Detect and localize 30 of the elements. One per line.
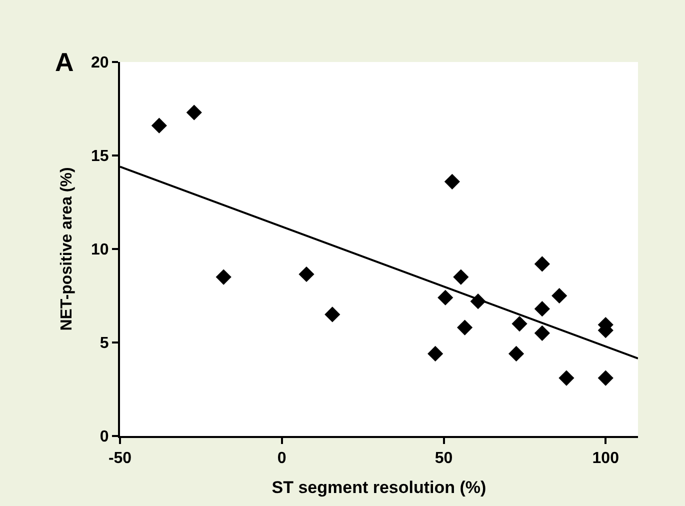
point: [598, 370, 614, 386]
point: [534, 301, 550, 317]
y-tick-label: 0: [100, 428, 109, 446]
y-tick-label: 5: [100, 335, 109, 352]
y-tick-label: 15: [91, 148, 109, 166]
text: A: [55, 47, 74, 77]
point: [456, 320, 473, 336]
x-axis-title: ST segment resolution (%): [272, 478, 486, 498]
x-tick-label: 0: [277, 450, 286, 468]
y-tick-label: 10: [91, 242, 109, 259]
point: [552, 288, 568, 304]
point: [512, 316, 528, 332]
point: [534, 325, 550, 341]
x-tick-label: 50: [434, 450, 453, 468]
point: [534, 256, 550, 272]
point: [444, 174, 460, 190]
point: [453, 269, 469, 285]
point: [558, 370, 574, 386]
point: [438, 290, 454, 306]
point: [151, 118, 167, 134]
x-tick-label: 100: [592, 450, 620, 468]
point: [324, 306, 340, 322]
point: [298, 266, 314, 282]
point: [186, 104, 202, 120]
y-axis-title: NET-positive area (%): [58, 167, 76, 331]
point: [216, 269, 232, 285]
x-tick-label: -50: [108, 450, 132, 468]
point: [508, 346, 524, 362]
point: [428, 346, 444, 362]
y-tick-label: 20: [91, 54, 109, 72]
